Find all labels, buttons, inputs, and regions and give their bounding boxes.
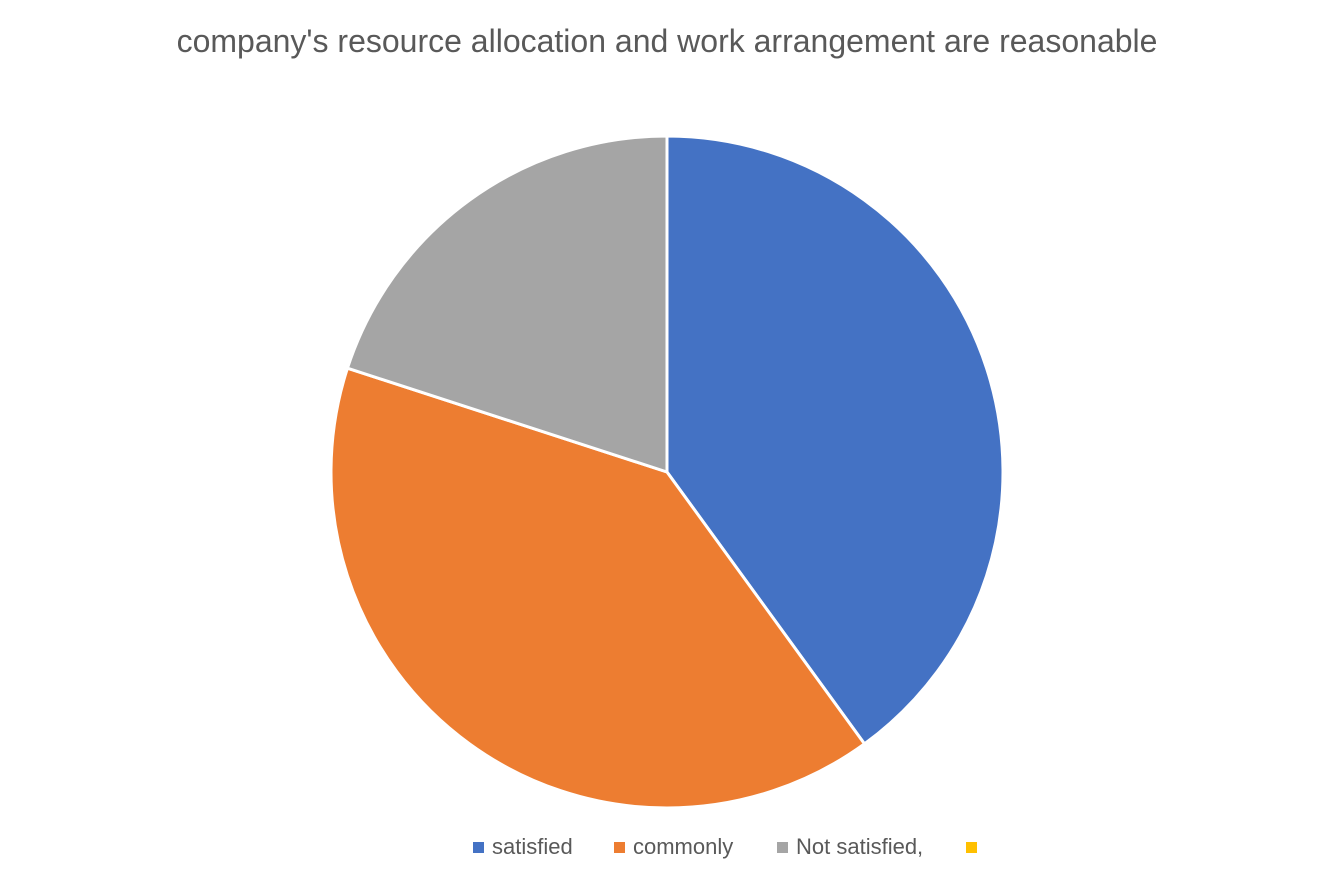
legend-label-not-satisfied: Not satisfied, [796, 834, 924, 859]
legend-swatch-unnamed [966, 841, 977, 853]
legend-label-commonly: commonly [633, 834, 734, 859]
legend-item-satisfied: satisfied [473, 830, 573, 864]
legend-swatch-not-satisfied [777, 841, 788, 853]
legend: satisfied commonly Not satisfied, [0, 830, 1334, 864]
legend-label-satisfied: satisfied [492, 834, 573, 859]
chart-title: company's resource allocation and work a… [176, 23, 1158, 59]
legend-item-unnamed [966, 830, 985, 864]
pie-slice-commonly [329, 366, 866, 810]
legend-item-not-satisfied: Not satisfied, [777, 830, 923, 864]
legend-swatch-commonly [614, 841, 625, 853]
legend-item-commonly: commonly [614, 830, 733, 864]
pie-slice-satisfied [665, 134, 1005, 746]
legend-swatch-satisfied [473, 841, 484, 853]
pie-slice-not-satisfied [345, 134, 669, 474]
